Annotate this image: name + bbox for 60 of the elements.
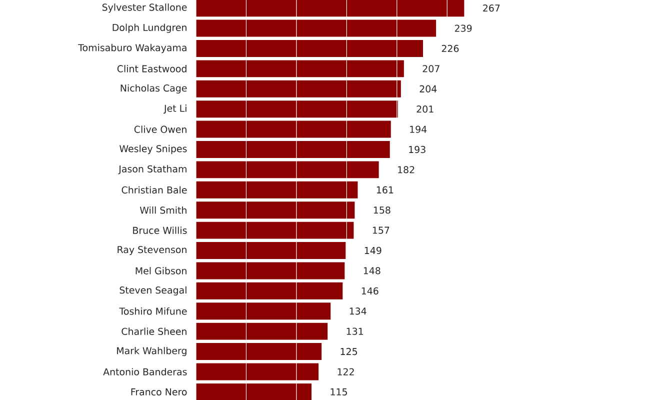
data-label: 226 [442, 44, 459, 52]
data-label: 207 [422, 65, 440, 72]
data-label: 201 [416, 106, 434, 113]
bar [196, 262, 345, 280]
data-label: 146 [362, 287, 378, 294]
y-tick-label: Sylvester Stallone [102, 4, 187, 13]
bar [196, 383, 312, 400]
bar [196, 181, 358, 198]
bar [196, 40, 424, 57]
data-label: 148 [364, 267, 380, 274]
y-tick-label: Mel Gibson [136, 267, 186, 274]
data-label: 149 [364, 246, 382, 254]
bar [196, 202, 355, 219]
data-label: 204 [420, 85, 437, 92]
data-label: 122 [338, 368, 354, 376]
y-tick-label: Tomisaburo Wakayama [78, 44, 186, 54]
y-tick-label: Nicholas Cage [120, 84, 187, 94]
bar [196, 222, 354, 239]
bar [196, 282, 343, 300]
data-label: 158 [374, 206, 390, 214]
y-tick-label: Clive Owen [134, 126, 186, 133]
y-tick-label: Clint Eastwood [117, 65, 186, 72]
bar [196, 141, 390, 158]
y-tick-label: Mark Wahlberg [117, 346, 186, 356]
bar [196, 343, 322, 360]
data-label: 182 [398, 166, 414, 174]
bar [196, 0, 464, 17]
data-label: 193 [409, 146, 426, 154]
data-label: 239 [454, 24, 472, 32]
y-tick-label: Toshiro Mifune [119, 307, 187, 315]
bar [196, 100, 398, 118]
bar [196, 302, 331, 320]
bar [196, 120, 391, 138]
bar [196, 322, 328, 340]
data-label: 157 [372, 226, 390, 234]
data-label: 267 [483, 4, 500, 12]
bar [196, 242, 346, 259]
y-tick-label: Charlie Sheen [122, 328, 186, 335]
data-label: 125 [340, 348, 357, 356]
data-label: 115 [330, 388, 347, 396]
data-label: 194 [410, 126, 427, 133]
y-tick-label: Christian Bale [122, 186, 187, 194]
y-tick-label: Wesley Snipes [120, 144, 187, 154]
y-tick-label: Bruce Willis [133, 226, 187, 234]
bar [196, 161, 379, 178]
y-tick-label: Franco Nero [131, 388, 187, 396]
data-label: 134 [350, 308, 366, 315]
data-label: 161 [376, 186, 394, 194]
y-tick-label: Dolph Lundgren [112, 24, 186, 33]
y-tick-label: Ray Stevenson [118, 246, 186, 256]
y-tick-label: Will Smith [140, 206, 186, 214]
y-tick-label: Antonio Banderas [103, 368, 187, 376]
bar [196, 363, 319, 380]
data-label: 131 [346, 328, 363, 335]
bar [196, 20, 436, 37]
bar [196, 80, 401, 98]
y-tick-label: Jason Statham [118, 165, 186, 174]
y-tick-label: Jet Li [164, 104, 186, 114]
y-tick-label: Steven Seagal [120, 286, 186, 296]
bar [196, 60, 404, 78]
